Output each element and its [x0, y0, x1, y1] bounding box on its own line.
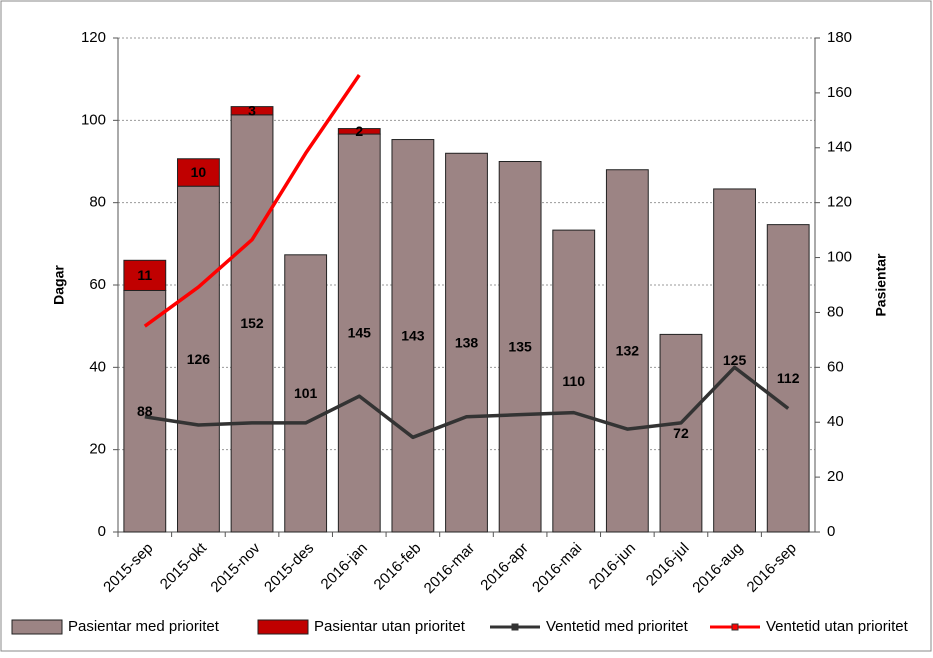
- data-label: 132: [616, 343, 640, 359]
- data-label: 143: [401, 327, 425, 343]
- bar: [713, 188, 756, 533]
- bar: [337, 133, 381, 533]
- bar: [659, 333, 703, 533]
- legend-label: Pasientar med prioritet: [68, 618, 220, 635]
- y2-tick-label: 140: [827, 139, 852, 156]
- data-label: 88: [137, 403, 153, 419]
- legend-marker: [731, 623, 739, 631]
- bar: [123, 259, 167, 291]
- bar: [284, 254, 328, 533]
- data-label: 138: [455, 334, 479, 350]
- y-tick-label: 120: [81, 29, 106, 46]
- data-label: 152: [240, 315, 264, 331]
- y2-tick-label: 180: [827, 29, 852, 46]
- bar: [445, 152, 488, 533]
- data-label: 101: [294, 385, 318, 401]
- data-label: 145: [348, 325, 372, 341]
- bar: [177, 158, 220, 187]
- data-label: 10: [191, 164, 207, 180]
- legend-swatch: [257, 619, 309, 635]
- legend-label: Ventetid med prioritet: [546, 618, 689, 635]
- data-label: 2: [355, 123, 363, 139]
- bar: [498, 161, 542, 533]
- y-tick-label: 0: [98, 523, 106, 540]
- legend-label: Pasientar utan prioritet: [314, 618, 466, 635]
- data-label: 135: [508, 338, 532, 354]
- y-tick-label: 60: [89, 276, 106, 293]
- bar: [605, 169, 649, 533]
- data-label: 3: [248, 102, 256, 118]
- y2-tick-label: 80: [827, 303, 844, 320]
- legend-label: Ventetid utan prioritet: [766, 618, 909, 635]
- y-tick-label: 20: [89, 441, 106, 458]
- data-label: 112: [777, 370, 800, 386]
- bar: [230, 114, 274, 533]
- y2-tick-label: 160: [827, 84, 852, 101]
- bar: [391, 139, 435, 533]
- data-label: 125: [723, 352, 747, 368]
- y2-tick-label: 120: [827, 194, 852, 211]
- legend-marker: [511, 623, 519, 631]
- y2-tick-label: 40: [827, 413, 844, 430]
- bar: [230, 106, 274, 116]
- bar: [337, 128, 381, 135]
- data-label: 72: [673, 425, 689, 441]
- legend-swatch: [11, 619, 63, 635]
- data-label: 110: [562, 373, 585, 389]
- y2-tick-label: 60: [827, 358, 844, 375]
- bar: [123, 289, 167, 533]
- data-label: 11: [137, 267, 152, 283]
- y2-axis-label: Pasientar: [873, 253, 889, 317]
- y2-tick-label: 20: [827, 468, 844, 485]
- y-axis-label: Dagar: [51, 265, 67, 305]
- line: [143, 74, 361, 328]
- y2-tick-label: 100: [827, 249, 852, 266]
- y-tick-label: 40: [89, 358, 106, 375]
- bar: [177, 185, 220, 533]
- y-tick-label: 80: [89, 194, 106, 211]
- y-tick-label: 100: [81, 111, 106, 128]
- bar: [766, 224, 810, 533]
- bar: [552, 229, 596, 533]
- y2-tick-label: 0: [827, 523, 835, 540]
- line: [144, 365, 790, 440]
- data-label: 126: [187, 351, 211, 367]
